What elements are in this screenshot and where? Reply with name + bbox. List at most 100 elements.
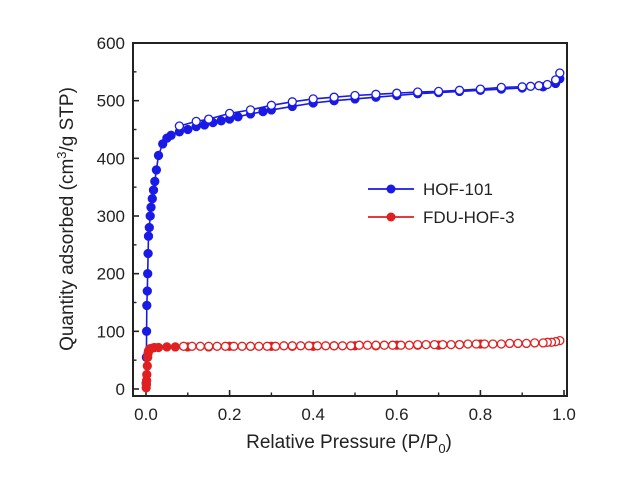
x-tick-label: 0.0 (134, 405, 158, 424)
legend-label-hof-101: HOF-101 (423, 180, 493, 199)
legend-label-fdu-hof-3: FDU-HOF-3 (423, 208, 515, 227)
hof-101-desorption-point (204, 114, 214, 124)
fdu-hof-3-desorption-point (463, 339, 473, 349)
hof-101-desorption-point (191, 116, 201, 127)
fdu-hof-3-desorption-point (296, 341, 306, 351)
hof-101-desorption-point (433, 86, 444, 97)
fdu-hof-3-desorption-point (287, 341, 297, 351)
fdu-hof-3-desorption-point (204, 341, 214, 351)
fdu-hof-3-desorption-point (471, 339, 481, 349)
fdu-hof-3-desorption-point (187, 341, 197, 351)
y-tick-label: 200 (97, 265, 125, 284)
hof-101-adsorption-point (148, 185, 159, 195)
hof-101-desorption-point (496, 82, 506, 93)
fdu-hof-3-desorption-point (229, 341, 239, 351)
hof-101-desorption-point (266, 100, 277, 110)
fdu-hof-3-adsorption-point (170, 342, 180, 352)
hof-101-adsorption-point (143, 269, 153, 279)
hof-101-desorption-point (329, 92, 339, 102)
fdu-hof-3-desorption-point (178, 341, 189, 351)
fdu-hof-3-desorption-point (329, 341, 339, 351)
fdu-hof-3-desorption-point (446, 339, 456, 350)
hof-101-adsorption-point (142, 300, 152, 311)
hof-101-adsorption-point (145, 211, 155, 221)
fdu-hof-3-desorption-point (220, 341, 231, 351)
y-axis-title-tail: /g STP) (57, 87, 78, 151)
hof-101-adsorption-point (147, 194, 157, 204)
x-tick-label: 0.8 (469, 405, 493, 424)
fdu-hof-3-desorption-point (421, 339, 431, 350)
hof-101-adsorption-point (144, 222, 154, 233)
x-tick-label: 0.2 (218, 405, 242, 424)
fdu-hof-3-desorption-point (279, 341, 289, 351)
fdu-hof-3-desorption-point (245, 341, 256, 351)
fdu-hof-3-desorption-point (237, 341, 247, 351)
x-axis-title-sub: 0 (438, 441, 445, 456)
hof-101-adsorption-point (258, 106, 268, 117)
fdu-hof-3-adsorption-point (142, 369, 152, 380)
legend-marker-hof-101 (386, 184, 396, 194)
legend-marker-fdu-hof-3 (386, 212, 396, 222)
fdu-hof-3-desorption-point (396, 340, 406, 350)
fdu-hof-3-desorption-point (488, 339, 498, 349)
fdu-hof-3-desorption-point (429, 339, 440, 350)
fdu-hof-3-adsorption-point (142, 361, 152, 371)
hof-101-desorption-point (224, 108, 235, 119)
fdu-hof-3-desorption-point (379, 340, 389, 350)
fdu-hof-3-desorption-point (413, 339, 423, 350)
hof-101-adsorption-point (150, 176, 160, 187)
legend-item-fdu-hof-3: FDU-HOF-3 (368, 208, 515, 227)
x-tick-label: 0.4 (301, 405, 325, 424)
fdu-hof-3-desorption-point (371, 340, 381, 350)
hof-101-adsorption-point (216, 116, 226, 126)
fdu-hof-3-desorption-point (270, 341, 281, 351)
legend-item-hof-101: HOF-101 (368, 180, 493, 199)
fdu-hof-3-desorption-point (354, 340, 364, 350)
x-tick-label: 1.0 (552, 405, 576, 424)
hof-101-desorption-point (392, 88, 402, 98)
fdu-hof-3-desorption-point (538, 338, 548, 348)
series-layer (141, 68, 565, 393)
hof-101-desorption-point (555, 68, 565, 78)
legend: HOF-101 FDU-HOF-3 (368, 180, 515, 227)
fdu-hof-3-desorption-point (438, 339, 448, 350)
hof-101-desorption-point (534, 81, 544, 91)
hof-101-desorption-point (525, 81, 536, 91)
x-axis-title-main: Relative Pressure (P/P (246, 432, 438, 453)
fdu-hof-3-desorption-point (321, 341, 331, 351)
hof-101-adsorption-point (166, 130, 176, 140)
hof-101-adsorption-point (143, 231, 154, 241)
fdu-hof-3-desorption-point (304, 341, 314, 351)
hof-101-adsorption-point (141, 326, 152, 336)
hof-101-adsorption-point (143, 248, 153, 259)
y-axis-title: Quantity adsorbed (cm3/g STP) (54, 87, 78, 351)
x-tick-label: 0.6 (385, 405, 409, 424)
fdu-hof-3-desorption-point (454, 339, 465, 350)
y-tick-label: 400 (97, 149, 125, 168)
hof-101-adsorption-point (151, 165, 162, 175)
hof-101-desorption-point (475, 84, 486, 94)
fdu-hof-3-desorption-point (387, 340, 398, 350)
hof-101-desorption-point (517, 82, 527, 92)
hof-101-desorption-point (350, 90, 360, 101)
hof-101-adsorption-point (233, 112, 243, 122)
y-tick-label: 0 (116, 380, 125, 399)
hof-101-desorption-point (245, 105, 256, 115)
x-axis-title: Relative Pressure (P/P0) (246, 432, 452, 456)
hof-101-desorption-point (371, 89, 381, 99)
fdu-hof-3-desorption-point (521, 338, 532, 349)
hof-101-adsorption-point (183, 124, 193, 135)
fdu-hof-3-desorption-point (346, 341, 356, 351)
hof-101-adsorption-point (153, 150, 164, 161)
fdu-hof-3-desorption-point (496, 339, 506, 349)
fdu-hof-3-desorption-point (530, 338, 540, 348)
fdu-hof-3-desorption-point (212, 341, 222, 351)
fdu-hof-3-desorption-point (505, 338, 515, 349)
y-axis-title-sup: 3 (54, 151, 69, 158)
hof-101-desorption-point (542, 79, 552, 90)
fdu-hof-3-desorption-point (254, 341, 264, 351)
series-fdu-hof-3 (141, 335, 565, 393)
fdu-hof-3-desorption-point (312, 341, 323, 351)
fdu-hof-3-desorption-point (404, 340, 414, 350)
